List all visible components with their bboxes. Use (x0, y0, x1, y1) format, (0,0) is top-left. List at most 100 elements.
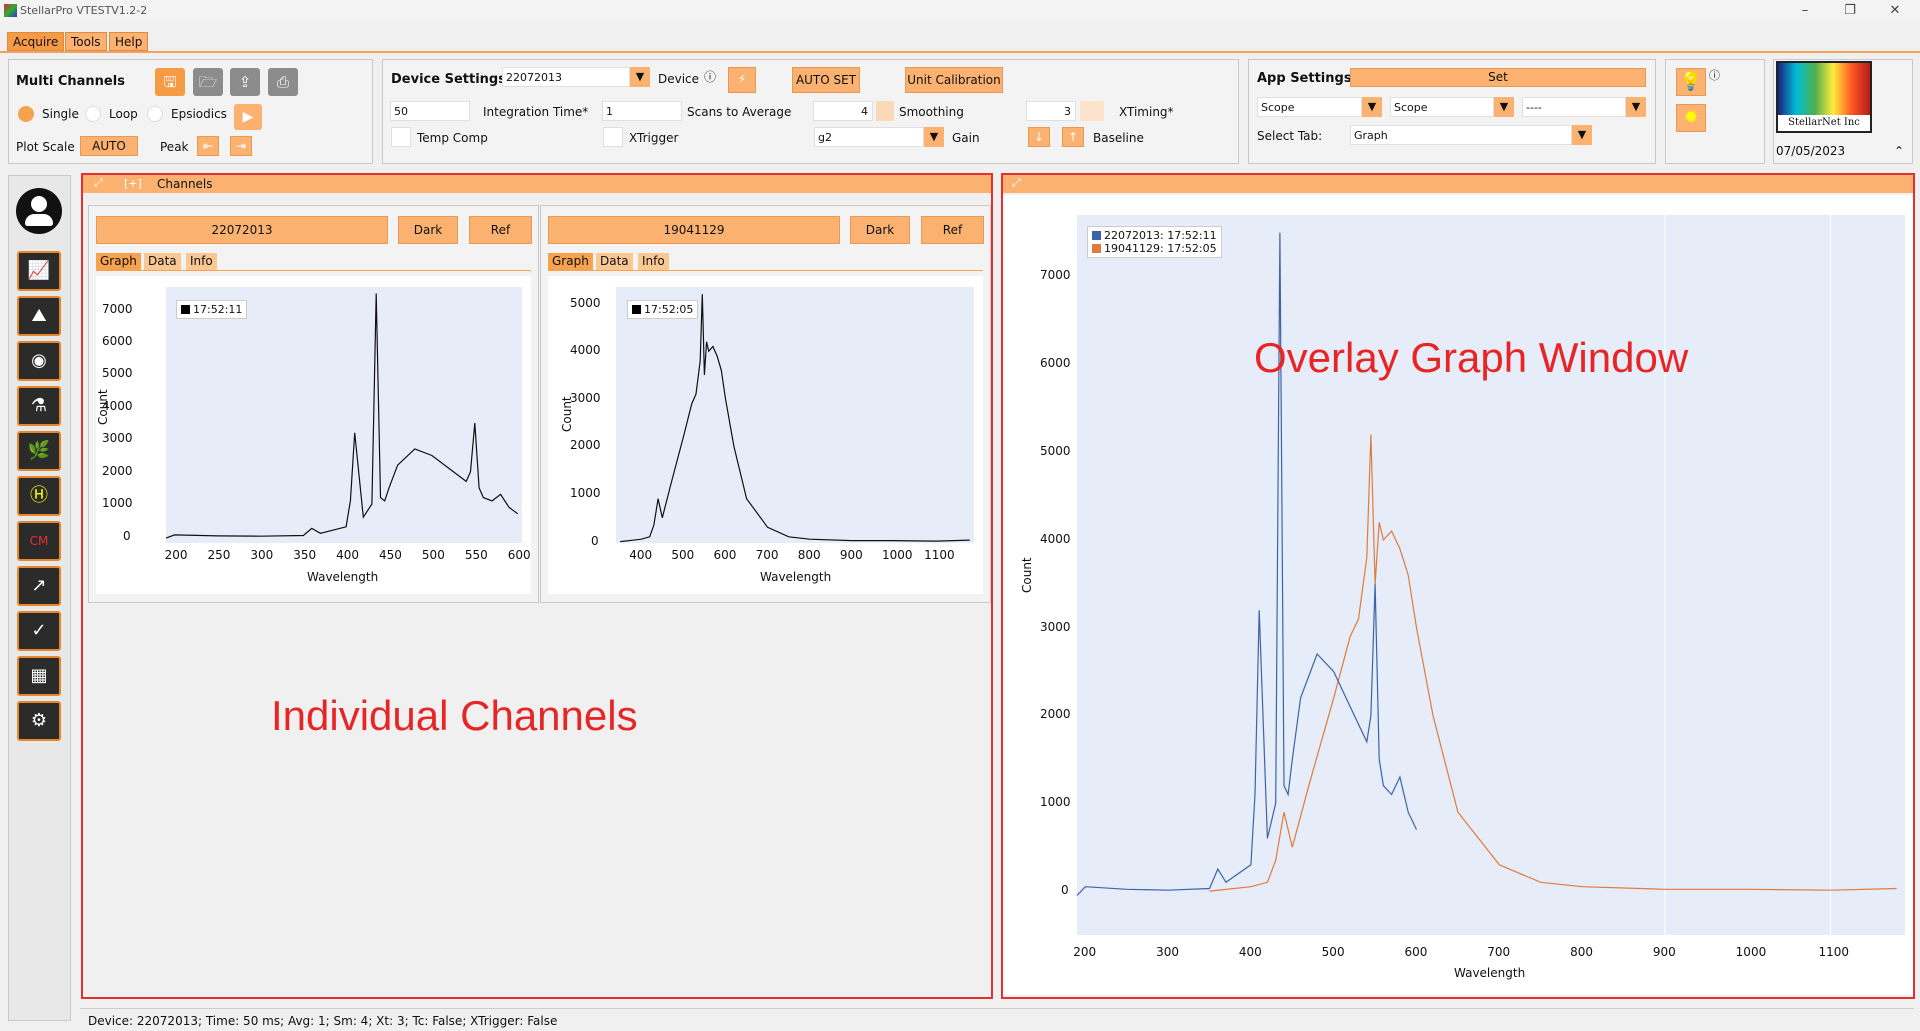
play-icon[interactable]: ▶ (234, 104, 262, 130)
absorbance-icon[interactable]: ⚗ (17, 386, 61, 426)
trend-icon[interactable]: ↗ (17, 566, 61, 606)
scans-to-average-input[interactable]: 1 (602, 101, 682, 121)
bulb-on-icon[interactable]: ✹ (1676, 104, 1706, 132)
device-select[interactable]: 22072013 (502, 67, 630, 87)
radio-episodics[interactable] (147, 106, 163, 122)
minimize-icon[interactable]: – (1801, 3, 1809, 18)
overlay-xtick: 500 (1321, 945, 1345, 959)
info-icon[interactable]: ⓘ (704, 70, 717, 84)
channel-2-plot-area (616, 287, 974, 543)
channels-expand-icon[interactable]: ⤢ (94, 176, 103, 189)
channel-2-id-button[interactable]: 19041129 (548, 216, 840, 244)
check-graph-icon[interactable]: ✓ (17, 611, 61, 651)
save-icon[interactable]: 🖫 (155, 68, 185, 96)
connect-icon[interactable]: ⚡ (728, 67, 756, 93)
xtiming-input[interactable]: 3 (1026, 101, 1076, 121)
channel-2-dark-button[interactable]: Dark (850, 216, 910, 244)
maximize-icon[interactable]: ❐ (1844, 3, 1856, 18)
option-dropdown-3-icon[interactable]: ▼ (1626, 97, 1646, 117)
channel-1-xtick: 600 (507, 548, 531, 562)
channel-1-tab-graph[interactable]: Graph (96, 253, 141, 270)
overlay-xtick: 1100 (1818, 945, 1850, 959)
channel-2-tab-info[interactable]: Info (638, 253, 669, 270)
temp-comp-checkbox[interactable] (391, 127, 411, 147)
channel-2-tab-data[interactable]: Data (596, 253, 633, 270)
spectrum-graph-icon[interactable]: 📈 (17, 251, 61, 291)
channel-1-dark-button[interactable]: Dark (398, 216, 458, 244)
channel-2-tab-graph[interactable]: Graph (548, 253, 593, 270)
channel-1-id-button[interactable]: 22072013 (96, 216, 388, 244)
scans-to-average-label: Scans to Average (687, 105, 792, 119)
gain-select[interactable]: g2 (814, 127, 924, 147)
channel-1-xlabel: Wavelength (307, 570, 379, 584)
gain-dropdown-icon[interactable]: ▼ (924, 127, 944, 147)
dashboard-icon[interactable]: ▦ (17, 656, 61, 696)
scope-dropdown-1-icon[interactable]: ▼ (1362, 97, 1382, 117)
channel-1-tab-info[interactable]: Info (186, 253, 217, 270)
user-avatar-icon[interactable] (16, 188, 62, 234)
integration-time-label: Integration Time* (483, 105, 589, 119)
multi-channels-panel (8, 59, 373, 164)
radio-single[interactable] (18, 106, 34, 122)
app-settings-title: App Settings (1257, 71, 1352, 86)
overlay-ytick: 2000 (1040, 707, 1071, 722)
device-dropdown-icon[interactable]: ▼ (630, 67, 650, 87)
baseline-down-icon[interactable]: ↓ (1028, 127, 1050, 147)
menu-help[interactable]: Help (109, 32, 149, 51)
channel-1-tab-data[interactable]: Data (144, 253, 181, 270)
plot-scale-auto-button[interactable]: AUTO (80, 136, 138, 156)
cm-icon[interactable]: CM (17, 521, 61, 561)
set-button[interactable]: Set (1350, 68, 1646, 87)
overlay-xtick: 700 (1487, 945, 1511, 959)
channel-2-xtick: 1000 (881, 548, 913, 562)
plant-icon[interactable]: 🌿 (17, 431, 61, 471)
xtrigger-checkbox[interactable] (603, 127, 623, 147)
unit-calibration-button[interactable]: Unit Calibration (905, 67, 1003, 93)
baseline-up-icon[interactable]: ↑ (1062, 127, 1084, 147)
menu-tools[interactable]: Tools (65, 32, 107, 51)
close-icon[interactable]: ✕ (1889, 3, 1901, 18)
smoothing-input[interactable]: 4 (813, 101, 873, 121)
menu-acquire[interactable]: Acquire (7, 32, 65, 51)
stellarnet-logo: StellarNet Inc (1776, 61, 1872, 133)
channel-1-series-line (165, 293, 519, 539)
select-tab-dropdown-icon[interactable]: ▼ (1572, 125, 1592, 145)
tips-info-icon[interactable]: ⓘ (1709, 69, 1720, 82)
channel-2-xtick: 800 (797, 548, 821, 562)
overlay-series-1-line (1076, 232, 1418, 896)
integration-time-input[interactable]: 50 (390, 101, 470, 121)
auto-set-button[interactable]: AUTO SET (792, 67, 860, 93)
xtiming-spinner[interactable] (1080, 101, 1104, 121)
channel-1-xtick: 200 (164, 548, 188, 562)
hazard-h-icon[interactable]: Ⓗ (17, 476, 61, 516)
overlay-plot-area (1077, 215, 1905, 935)
open-folder-icon[interactable]: 🗁 (193, 68, 223, 96)
channel-2-ref-button[interactable]: Ref (921, 216, 984, 244)
overlay-ytick: 0 (1061, 883, 1069, 898)
bulb-off-icon[interactable]: 💡 (1676, 68, 1706, 96)
overlay-legend-series-1: 22072013: 17:52:11 (1104, 229, 1217, 242)
color-wheel-icon[interactable]: ◉ (17, 341, 61, 381)
channel-1-ref-button[interactable]: Ref (469, 216, 532, 244)
radio-loop[interactable] (85, 106, 101, 122)
option-select-3[interactable]: ---- (1522, 97, 1626, 117)
overlay-ytick: 6000 (1040, 356, 1071, 371)
peak-right-icon[interactable]: ⇥ (230, 136, 252, 156)
multi-peak-icon[interactable]: ⛰ (17, 296, 61, 336)
select-tab-label: Select Tab: (1257, 129, 1323, 143)
print-icon[interactable]: ⎙ (268, 68, 298, 96)
peak-left-icon[interactable]: ⇤ (197, 136, 219, 156)
channel-1-ytick: 3000 (102, 431, 133, 446)
scope-dropdown-2-icon[interactable]: ▼ (1494, 97, 1514, 117)
overlay-expand-icon[interactable]: ⤢ (1012, 176, 1021, 189)
select-tab-select[interactable]: Graph (1350, 125, 1572, 145)
collapse-chevron-icon[interactable]: ⌃ (1894, 144, 1905, 158)
scope-select-2[interactable]: Scope (1390, 97, 1494, 117)
channels-add-toggle[interactable]: [+] (124, 177, 142, 190)
channel-1-ytick: 4000 (102, 398, 133, 413)
scope-select-1[interactable]: Scope (1257, 97, 1362, 117)
settings-gear-icon[interactable]: ⚙ (17, 701, 61, 741)
share-icon[interactable]: ⇪ (230, 68, 260, 96)
smoothing-spinner[interactable] (876, 101, 894, 121)
channel-2-ytick: 4000 (570, 343, 601, 358)
